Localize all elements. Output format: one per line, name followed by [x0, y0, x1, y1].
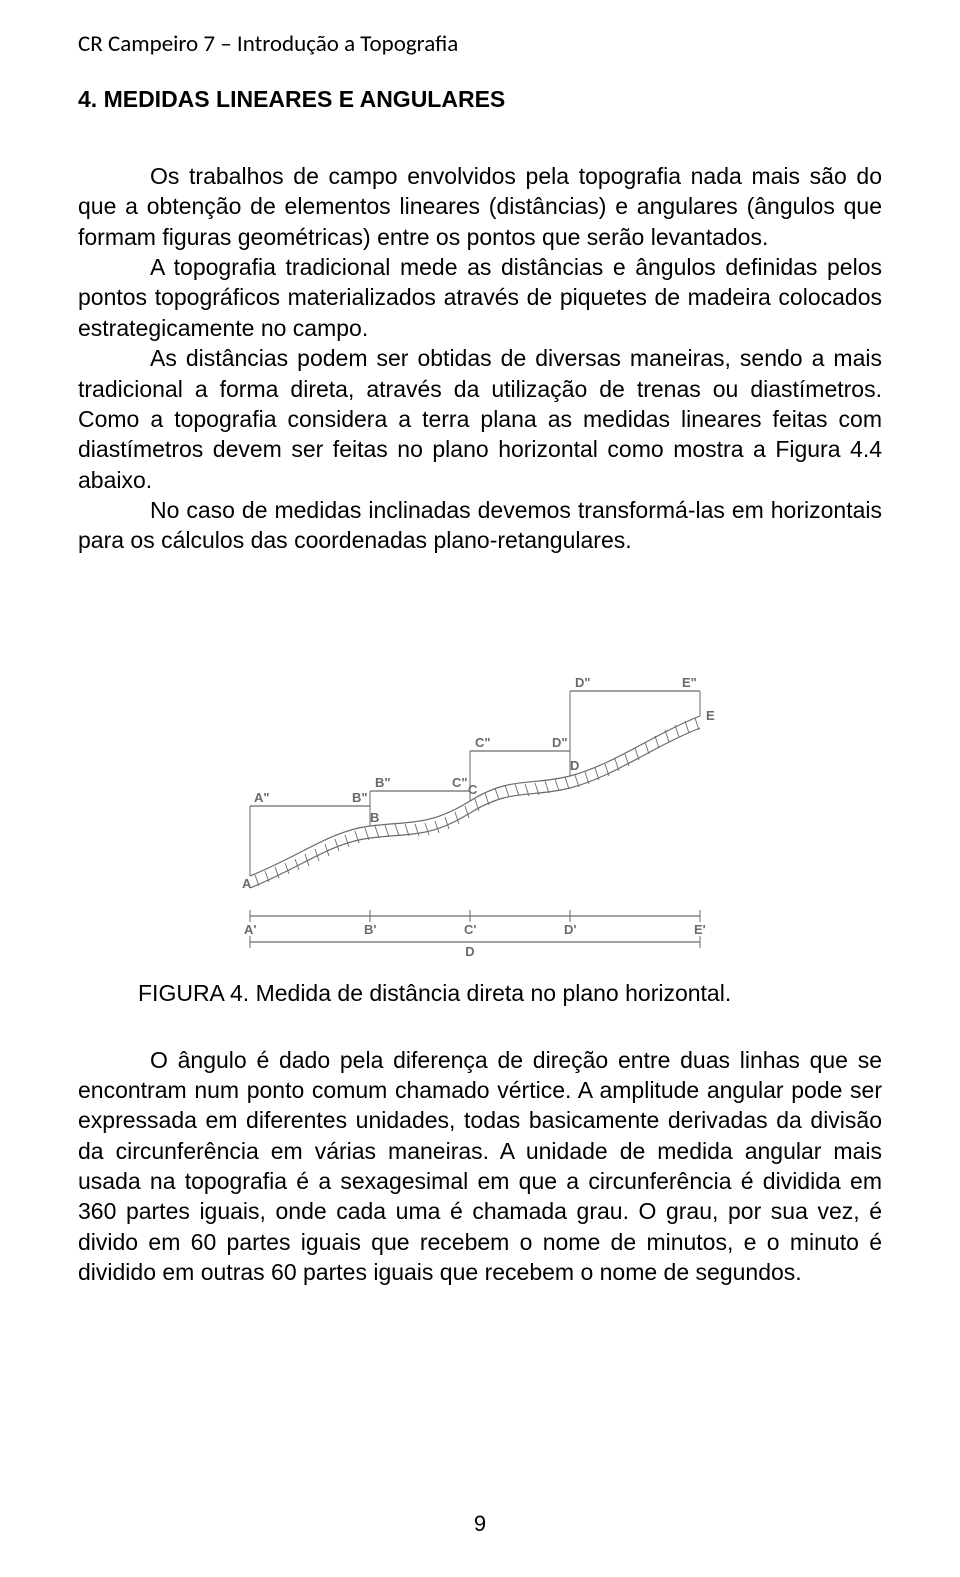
body-block-1: Os trabalhos de campo envolvidos pela to… [78, 161, 882, 556]
label-D: D [570, 758, 579, 773]
label-A2: A" [254, 790, 270, 805]
figure-container: A B C D E A" B" B" C" C" D" D" E" A' [78, 636, 882, 956]
figure-svg: A B C D E A" B" B" C" C" D" D" E" A' [220, 636, 740, 956]
label-B2a: B" [352, 790, 368, 805]
page-number: 9 [0, 1511, 960, 1537]
label-Db: D' [564, 922, 576, 937]
paragraph-3: As distâncias podem ser obtidas de diver… [78, 343, 882, 495]
paragraph-5: O ângulo é dado pela diferença de direçã… [78, 1045, 882, 1288]
section-title: 4. MEDIDAS LINEARES E ANGULARES [78, 86, 882, 113]
body-block-2: O ângulo é dado pela diferença de direçã… [78, 1045, 882, 1288]
label-D2b: D" [575, 675, 591, 690]
label-Dtotal: D [465, 944, 474, 956]
label-D2a: D" [552, 735, 568, 750]
paragraph-4: No caso de medidas inclinadas devemos tr… [78, 495, 882, 556]
paragraph-2: A topografia tradicional mede as distânc… [78, 252, 882, 343]
label-A: A [242, 876, 252, 891]
label-B2b: B" [375, 775, 391, 790]
document-header: CR Campeiro 7 – Introdução a Topografia [78, 30, 882, 58]
label-B: B [370, 810, 379, 825]
label-Cb: C' [464, 922, 476, 937]
label-E2: E" [682, 675, 697, 690]
paragraph-1: Os trabalhos de campo envolvidos pela to… [78, 161, 882, 252]
label-C2a: C" [452, 775, 468, 790]
label-C2b: C" [475, 735, 491, 750]
figure-caption: FIGURA 4. Medida de distância direta no … [138, 980, 882, 1007]
label-Eb: E' [694, 922, 706, 937]
label-Bb: B' [364, 922, 376, 937]
label-E: E [706, 708, 715, 723]
label-Ab: A' [244, 922, 256, 937]
